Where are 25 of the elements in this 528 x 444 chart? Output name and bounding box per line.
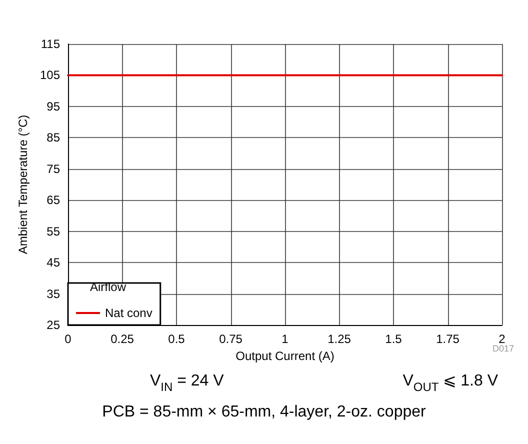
y-tick-label: 55	[46, 224, 60, 238]
y-tick-label: 95	[46, 99, 60, 114]
x-tick-label: 0.75	[219, 332, 243, 346]
x-tick-label: 1	[282, 332, 289, 346]
y-tick-label: 35	[46, 286, 60, 301]
x-tick-label: 2	[498, 332, 506, 346]
legend-label: Nat conv	[105, 306, 152, 320]
y-tick-label: 65	[46, 193, 60, 208]
y-tick-label: 115	[40, 37, 60, 51]
x-tick-label: 0.25	[110, 332, 134, 346]
y-tick-label: 85	[46, 130, 60, 145]
y-axis-title: Ambient Temperature (°C)	[16, 114, 30, 254]
y-tick-label: 75	[46, 162, 60, 176]
x-tick-label: 0	[64, 332, 72, 346]
x-tick-label: 1.25	[328, 332, 352, 346]
x-tick-label: 0.5	[168, 332, 186, 346]
y-tick-label: 105	[40, 68, 60, 82]
x-axis-title: Output Current (A)	[236, 348, 334, 363]
text: PCB = 85-mm × 65-mm, 4-layer, 2-oz. copper	[102, 404, 427, 420]
legend-title: Airflow	[90, 280, 126, 294]
y-tick-label: 45	[46, 256, 60, 270]
x-tick-label: 1.75	[436, 332, 460, 346]
text: D017	[492, 344, 514, 354]
x-tick-label: 1.5	[385, 332, 402, 346]
y-tick-label: 25	[46, 318, 60, 332]
